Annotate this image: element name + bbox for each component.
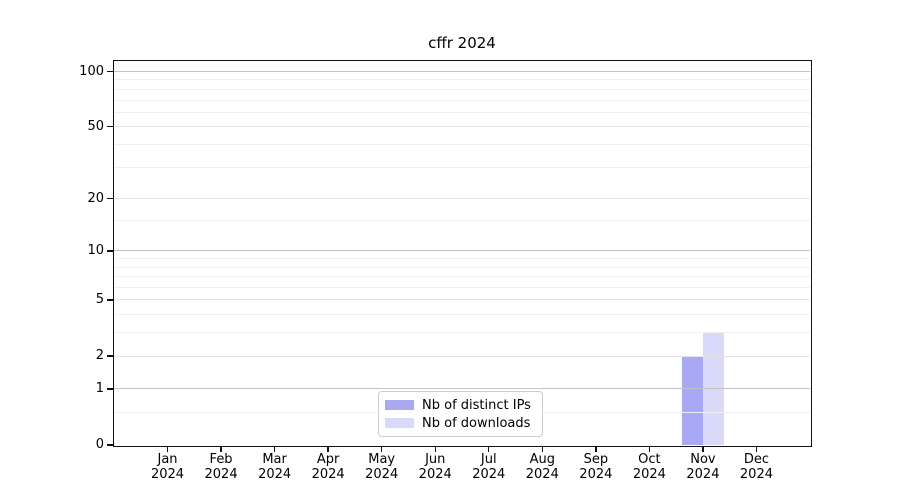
x-tick-label-year: 2024 bbox=[418, 467, 452, 482]
x-tick-mark bbox=[648, 446, 651, 452]
x-tick-mark bbox=[595, 446, 597, 452]
legend: Nb of distinct IPs Nb of downloads bbox=[378, 391, 543, 437]
x-tick-label-month: Sep bbox=[583, 452, 609, 467]
gridline bbox=[114, 388, 810, 390]
gridline bbox=[114, 220, 810, 222]
y-tick-mark bbox=[107, 355, 114, 357]
x-tick-mark bbox=[755, 446, 758, 452]
x-tick-label: Feb 2024 bbox=[189, 452, 253, 482]
x-tick-label: Jan 2024 bbox=[136, 452, 200, 482]
gridline bbox=[114, 276, 810, 278]
x-tick-label-year: 2024 bbox=[525, 467, 559, 482]
y-tick-mark bbox=[107, 388, 114, 390]
gridline bbox=[114, 287, 810, 289]
legend-label-downloads: Nb of downloads bbox=[422, 415, 531, 431]
gridline bbox=[114, 143, 810, 145]
plot-area bbox=[112, 59, 812, 447]
x-tick-label-year: 2024 bbox=[365, 467, 399, 482]
x-tick-label-month: Dec bbox=[743, 452, 770, 467]
x-tick-mark bbox=[541, 446, 543, 452]
x-tick-mark bbox=[220, 446, 222, 452]
x-tick-label: Mar 2024 bbox=[243, 452, 307, 482]
x-tick-label-month: Apr bbox=[316, 452, 340, 467]
x-tick-label: Nov 2024 bbox=[671, 452, 735, 482]
bar-nb-of-distinct-ips bbox=[681, 356, 703, 445]
gridline bbox=[114, 198, 810, 200]
x-tick-mark bbox=[380, 446, 383, 452]
y-tick-label: 50 bbox=[87, 118, 104, 134]
x-tick-label-month: Feb bbox=[209, 452, 233, 467]
y-tick-label: 100 bbox=[79, 63, 104, 79]
x-tick-mark bbox=[327, 446, 329, 452]
x-tick-label-month: Oct bbox=[638, 452, 661, 467]
x-tick-label: May 2024 bbox=[350, 452, 414, 482]
x-tick-label-month: May bbox=[368, 452, 396, 467]
gridline bbox=[114, 266, 810, 268]
x-tick-label-year: 2024 bbox=[579, 467, 613, 482]
legend-label-distinct-ips: Nb of distinct IPs bbox=[422, 397, 531, 413]
y-tick-mark bbox=[107, 126, 114, 128]
gridline bbox=[114, 99, 810, 101]
x-tick-label-year: 2024 bbox=[204, 467, 238, 482]
x-tick-mark bbox=[273, 446, 276, 452]
x-tick-label-year: 2024 bbox=[686, 467, 720, 482]
gridline bbox=[114, 250, 810, 252]
y-tick-label: 0 bbox=[95, 437, 104, 452]
gridline bbox=[114, 71, 810, 72]
x-tick-mark bbox=[488, 446, 490, 452]
x-tick-label-year: 2024 bbox=[632, 467, 666, 482]
x-tick-label-year: 2024 bbox=[739, 467, 773, 482]
y-tick-mark bbox=[107, 70, 114, 73]
x-tick-label: Aug 2024 bbox=[510, 452, 574, 482]
gridline bbox=[114, 258, 810, 260]
gridline bbox=[114, 111, 810, 113]
x-tick-mark bbox=[434, 446, 436, 452]
gridline bbox=[114, 79, 810, 81]
x-tick-label: Jun 2024 bbox=[403, 452, 467, 482]
x-tick-label-year: 2024 bbox=[150, 467, 185, 482]
x-tick-label-month: Nov bbox=[690, 452, 716, 467]
gridline bbox=[114, 126, 810, 128]
x-tick-label-year: 2024 bbox=[258, 467, 292, 482]
legend-item-downloads: Nb of downloads bbox=[385, 416, 542, 431]
x-tick-label-month: Jan bbox=[157, 452, 178, 467]
x-tick-label: Sep 2024 bbox=[564, 452, 628, 482]
gridline bbox=[114, 314, 810, 316]
gridline bbox=[114, 332, 810, 334]
gridline bbox=[114, 299, 810, 301]
x-tick-label-month: Jul bbox=[480, 452, 497, 467]
legend-swatch-distinct-ips bbox=[385, 400, 414, 410]
x-tick-label-year: 2024 bbox=[472, 467, 506, 482]
x-tick-mark bbox=[166, 446, 169, 452]
y-tick-mark bbox=[107, 197, 114, 200]
x-tick-label: Dec 2024 bbox=[724, 452, 788, 482]
x-tick-label-month: Mar bbox=[262, 452, 287, 467]
y-tick-mark bbox=[107, 250, 114, 252]
legend-item-distinct-ips: Nb of distinct IPs bbox=[385, 398, 542, 413]
y-tick-mark bbox=[107, 444, 114, 446]
y-tick-label: 10 bbox=[87, 242, 104, 258]
y-tick-label: 1 bbox=[95, 380, 104, 396]
y-tick-mark bbox=[107, 299, 114, 301]
gridline bbox=[114, 166, 810, 168]
gridline bbox=[114, 88, 810, 90]
x-tick-label: Apr 2024 bbox=[296, 452, 360, 482]
gridline bbox=[114, 355, 810, 357]
y-tick-label: 20 bbox=[87, 190, 104, 206]
x-tick-label: Jul 2024 bbox=[457, 452, 521, 482]
x-tick-label-month: Jun bbox=[425, 452, 446, 467]
y-tick-label: 2 bbox=[95, 348, 104, 364]
legend-swatch-downloads bbox=[385, 418, 414, 428]
chart-title: cffr 2024 bbox=[428, 34, 496, 52]
x-tick-mark bbox=[702, 446, 704, 452]
x-tick-label-month: Aug bbox=[529, 452, 555, 467]
y-tick-label: 5 bbox=[95, 291, 104, 307]
x-tick-label-year: 2024 bbox=[311, 467, 345, 482]
x-tick-label: Oct 2024 bbox=[617, 452, 681, 482]
grid-layer bbox=[114, 61, 810, 445]
